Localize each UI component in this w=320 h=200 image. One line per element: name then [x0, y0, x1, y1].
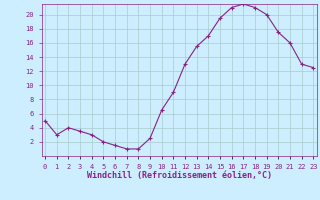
X-axis label: Windchill (Refroidissement éolien,°C): Windchill (Refroidissement éolien,°C) — [87, 171, 272, 180]
